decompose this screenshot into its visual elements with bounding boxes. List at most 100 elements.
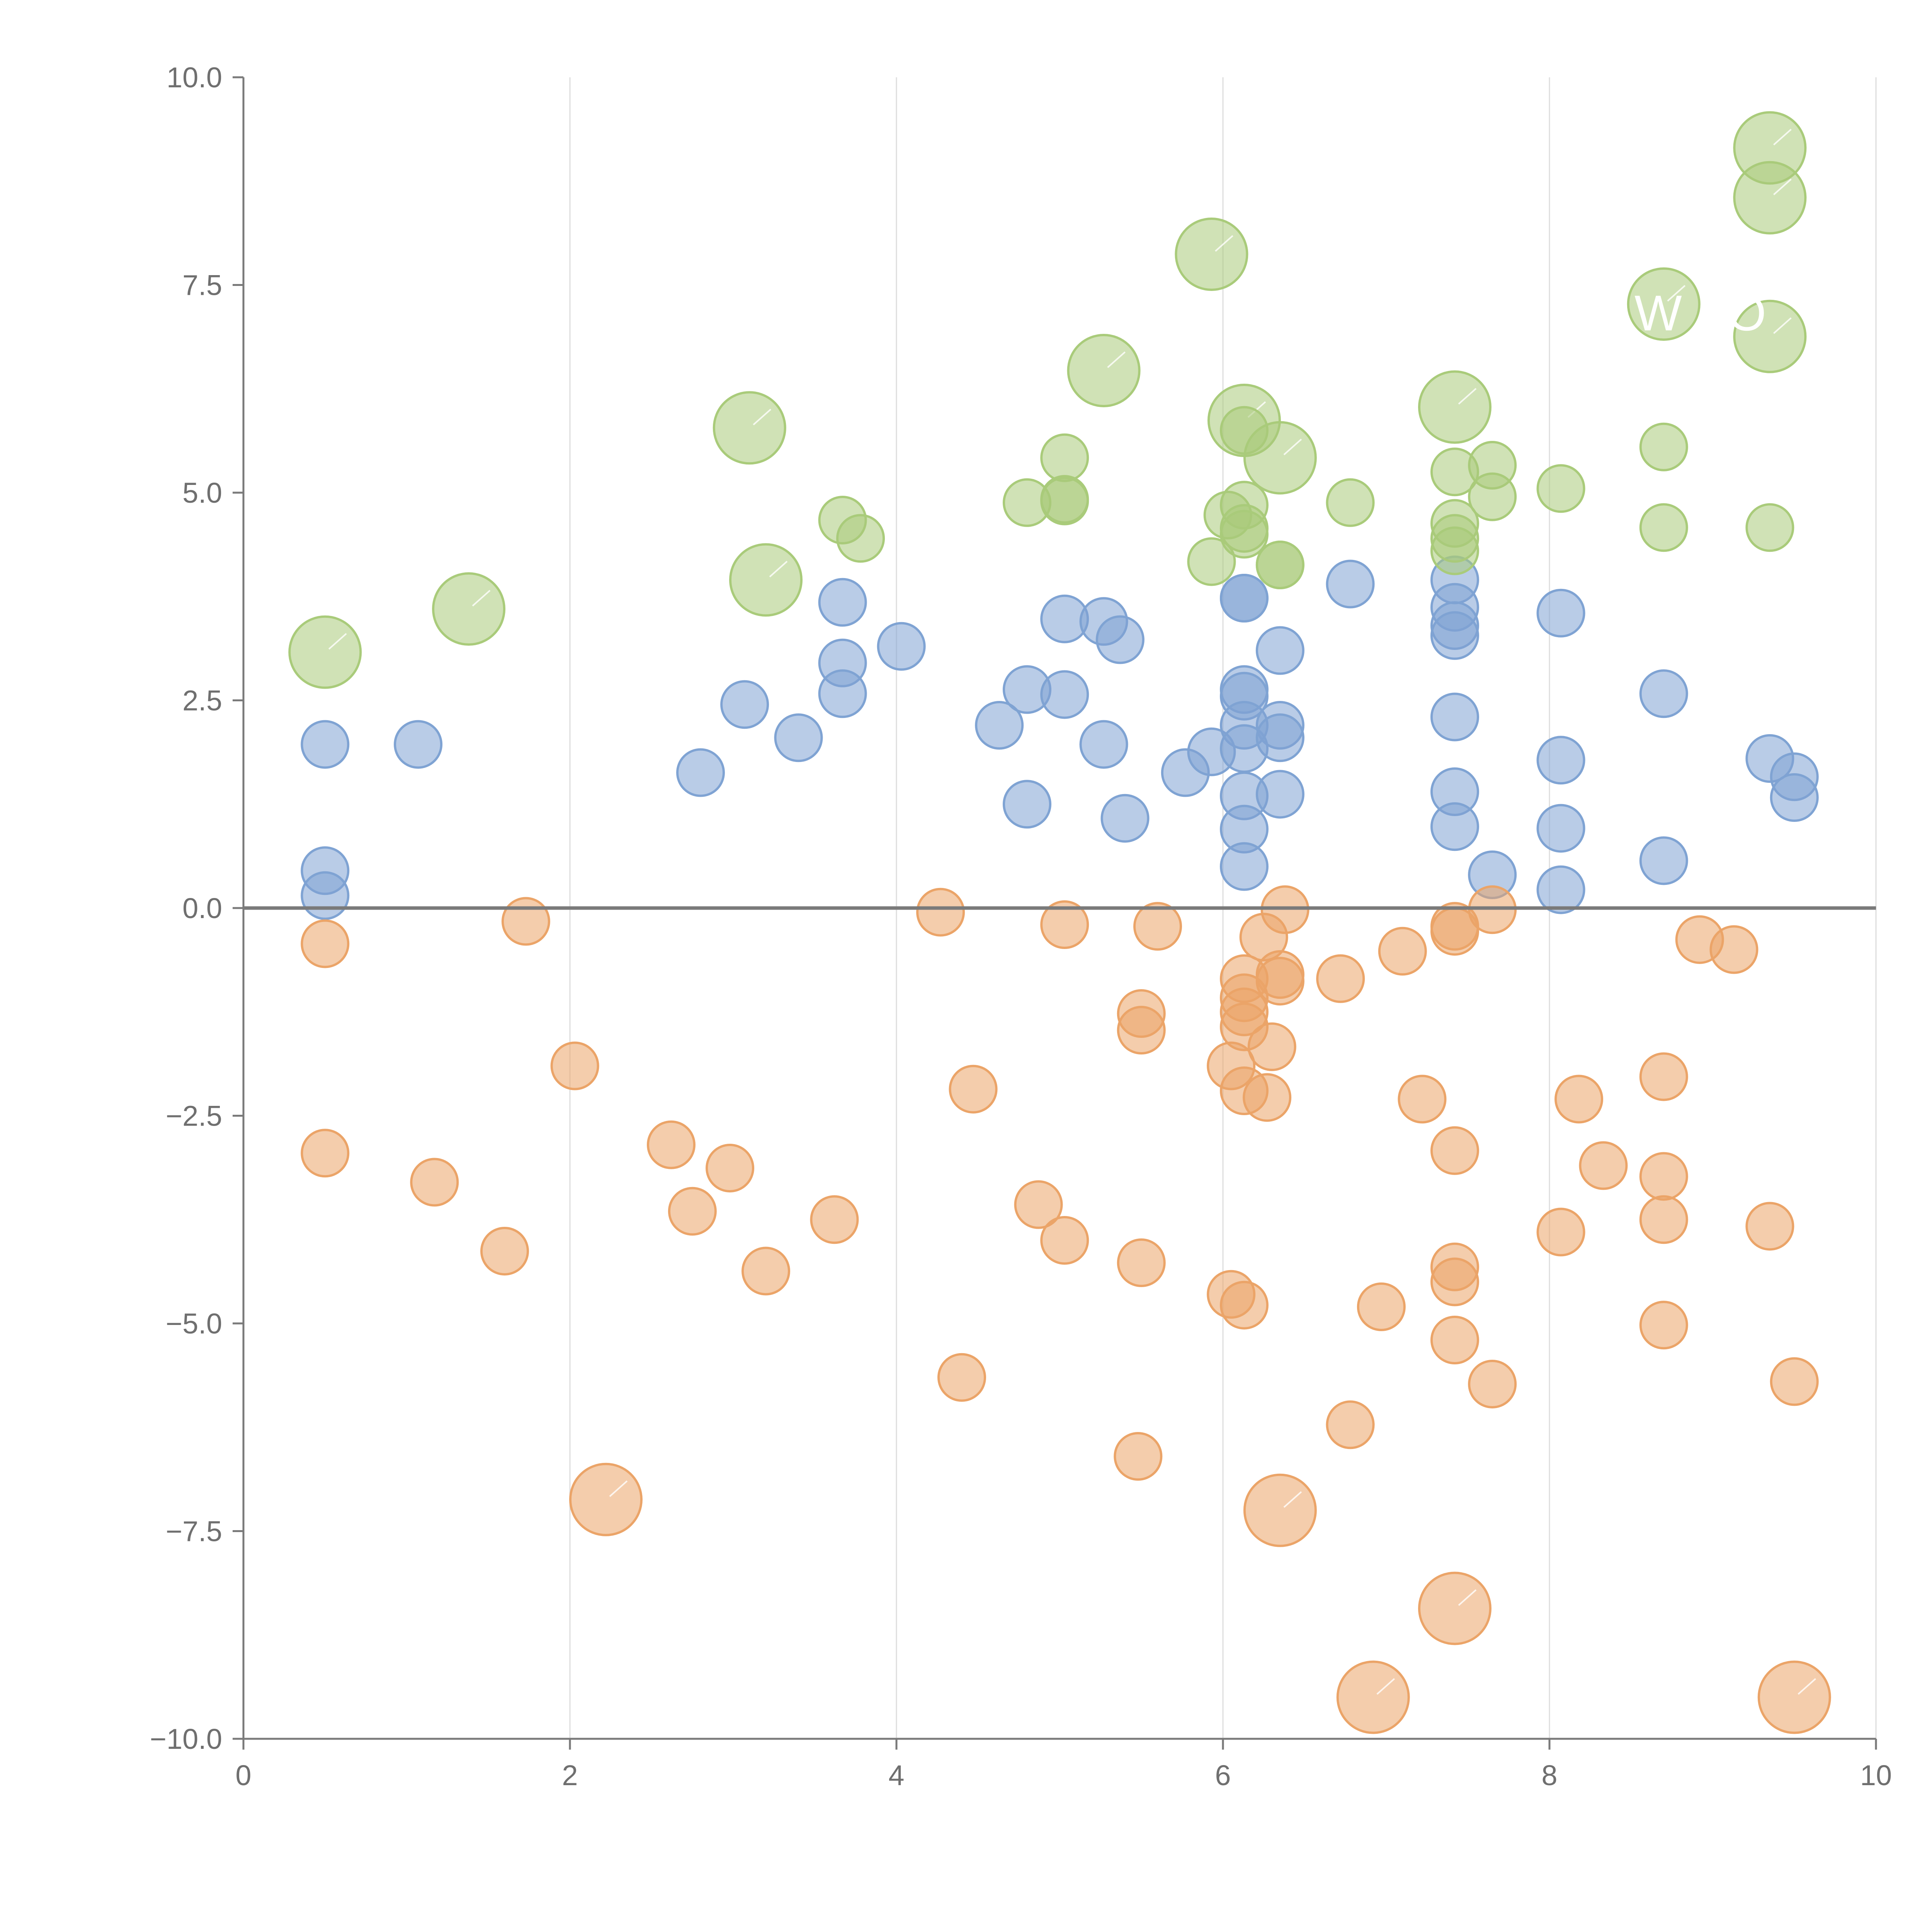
y-tick-label: −5.0 xyxy=(166,1308,222,1340)
green-bubble-leader xyxy=(753,408,772,425)
orange-bubble-point xyxy=(1639,1052,1688,1101)
blue-bubble-point xyxy=(877,622,926,671)
orange-bubble-point xyxy=(1468,1359,1517,1408)
blue-bubble-point xyxy=(1639,669,1688,718)
orange-bubble-point xyxy=(550,1041,599,1090)
y-tick-label: 5.0 xyxy=(182,477,222,509)
orange-bubble-point xyxy=(1579,1141,1628,1190)
blue-bubble-point xyxy=(1536,865,1585,914)
blue-bubble-point xyxy=(1100,794,1150,843)
green-bubble-leader xyxy=(1773,179,1792,196)
green-bubble-point xyxy=(1243,421,1317,495)
green-bubble-point xyxy=(1639,422,1688,471)
orange-bubble-point xyxy=(1418,1571,1492,1645)
blue-bubble-point xyxy=(1095,615,1145,664)
orange-bubble-point xyxy=(1398,1075,1447,1124)
green-bubble-point xyxy=(1040,476,1089,526)
green-bubble-point xyxy=(1536,464,1585,513)
blue-bubble-point xyxy=(1255,626,1304,675)
orange-bubble-point xyxy=(1336,1660,1410,1734)
orange-bubble-point xyxy=(810,1195,859,1244)
blue-bubble-point xyxy=(1326,560,1375,609)
green-bubble-point xyxy=(1639,503,1688,552)
y-tick-label: −7.5 xyxy=(166,1515,222,1548)
blue-bubble-point xyxy=(394,720,443,769)
orange-bubble-point xyxy=(706,1143,755,1192)
green-bubble-point xyxy=(713,391,786,465)
orange-bubble-leader xyxy=(1376,1678,1395,1695)
green-bubble-point xyxy=(1040,433,1089,482)
green-bubble-point xyxy=(1175,217,1248,291)
blue-bubble-point xyxy=(1255,770,1304,819)
orange-bubble-point xyxy=(501,897,550,946)
green-bubble-point xyxy=(836,514,885,563)
blue-bubble-point xyxy=(818,578,867,627)
green-bubble-point xyxy=(432,572,506,646)
bubble-label-o: O xyxy=(1727,285,1766,341)
orange-bubble-point xyxy=(742,1247,790,1296)
green-bubble-point xyxy=(288,615,362,689)
y-tick-label: −2.5 xyxy=(166,1100,222,1132)
y-tick-label: 2.5 xyxy=(182,685,222,717)
orange-bubble-point xyxy=(668,1187,717,1236)
blue-bubble-point xyxy=(975,701,1024,750)
x-tick-label: 0 xyxy=(235,1759,251,1791)
orange-bubble-point xyxy=(480,1226,529,1276)
orange-bubble-point xyxy=(1430,1126,1479,1175)
bubble-labels: W O xyxy=(1634,285,1766,341)
x-tick-label: 6 xyxy=(1215,1759,1231,1791)
y-tick-label: 7.5 xyxy=(182,269,222,301)
orange-bubble-point xyxy=(1133,902,1182,951)
orange-bubble-point xyxy=(1757,1660,1831,1734)
green-bubble-point xyxy=(1067,333,1141,407)
orange-bubble-point xyxy=(1326,1400,1375,1449)
green-bubble-point xyxy=(1418,370,1492,444)
green-bubble-point xyxy=(1627,267,1701,341)
orange-bubble-point xyxy=(916,888,965,937)
orange-bubble-point xyxy=(1639,1152,1688,1201)
orange-bubble-point xyxy=(1243,1473,1317,1547)
orange-bubble-point xyxy=(646,1120,696,1169)
orange-bubble-point xyxy=(1117,1006,1166,1055)
orange-bubble-point xyxy=(949,1065,998,1114)
blue-bubble-point xyxy=(1536,736,1585,785)
orange-bubble-point xyxy=(1745,1202,1794,1251)
green-bubble-point xyxy=(1219,510,1269,559)
green-bubble-leader xyxy=(472,590,491,607)
orange-bubble-leader xyxy=(609,1480,628,1497)
green-bubble-leader xyxy=(1283,439,1302,456)
orange-bubble-point xyxy=(1040,900,1089,949)
orange-bubble-point xyxy=(301,1129,350,1178)
green-bubble-leader xyxy=(1215,235,1233,252)
blue-bubble-point xyxy=(1536,804,1585,853)
green-bubble-point xyxy=(1468,472,1517,521)
y-tick-label: −10.0 xyxy=(150,1723,222,1755)
orange-bubble-point xyxy=(301,919,350,968)
blue-bubble-point xyxy=(774,713,823,762)
orange-bubble-leader xyxy=(1798,1678,1816,1695)
green-bubble-leader xyxy=(1773,129,1792,146)
orange-bubble-leader xyxy=(1283,1491,1302,1508)
orange-bubble-point xyxy=(1040,1216,1089,1265)
orange-bubble-point xyxy=(1316,954,1365,1003)
orange-bubble-point xyxy=(937,1353,986,1402)
orange-bubble-point xyxy=(1378,927,1427,976)
orange-bubble-point xyxy=(1554,1075,1604,1124)
x-tick-label: 10 xyxy=(1860,1759,1892,1791)
blue-bubble-point xyxy=(1219,842,1269,891)
blue-bubble-point xyxy=(1003,780,1051,829)
blue-bubble-point xyxy=(1430,692,1479,742)
orange-bubble-point xyxy=(1536,1208,1585,1257)
x-tick-label: 8 xyxy=(1541,1759,1557,1791)
green-bubble-point xyxy=(1733,161,1807,235)
blue-bubble-point xyxy=(1255,713,1304,762)
orange-bubble-point xyxy=(1357,1282,1406,1331)
orange-bubble-point xyxy=(1709,925,1759,974)
blue-bubble-point xyxy=(1079,720,1128,769)
orange-bubble-leader xyxy=(1458,1589,1477,1606)
blue-bubble-point xyxy=(1639,836,1688,885)
orange-bubble-point xyxy=(569,1463,643,1536)
green-bubble-point xyxy=(1430,526,1479,575)
orange-bubble-point xyxy=(1639,1301,1688,1350)
